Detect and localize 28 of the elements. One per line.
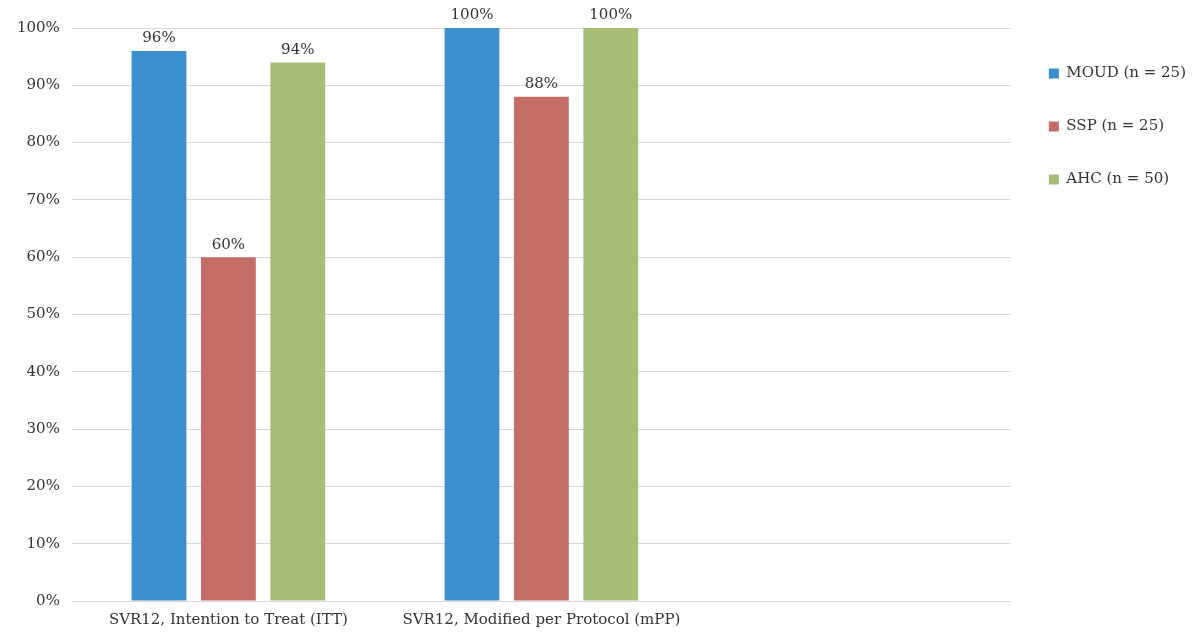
y-tick-label: 70%	[26, 189, 60, 208]
bar	[131, 50, 187, 601]
y-tick-label: 80%	[26, 132, 60, 151]
y-tick-label: 90%	[26, 75, 60, 94]
legend-label: MOUD (n = 25)	[1066, 63, 1187, 82]
y-tick-label: 100%	[16, 17, 60, 36]
y-tick-label: 20%	[26, 476, 60, 495]
bar	[444, 28, 500, 601]
bar	[513, 96, 569, 601]
data-label: 88%	[524, 74, 559, 93]
data-label: 94%	[281, 39, 315, 58]
legend-label: SSP (n = 25)	[1066, 116, 1165, 135]
y-tick-label: 10%	[26, 533, 60, 552]
y-tick-label: 60%	[26, 247, 60, 266]
data-label: 100%	[589, 5, 633, 24]
data-label: 60%	[211, 234, 246, 253]
data-label: 96%	[142, 28, 176, 47]
legend-label: AHC (n = 50)	[1065, 169, 1170, 188]
bar	[200, 257, 256, 601]
y-tick-label: 0%	[36, 590, 60, 609]
y-tick-label: 50%	[26, 304, 60, 323]
data-label: 100%	[450, 5, 494, 24]
y-tick-label: 30%	[26, 418, 60, 437]
x-tick-label: SVR12, Intention to Treat (ITT)	[108, 609, 348, 628]
bar	[270, 62, 326, 601]
y-tick-label: 40%	[26, 361, 60, 380]
bar	[583, 28, 639, 601]
x-tick-label: SVR12, Modified per Protocol (mPP)	[402, 609, 681, 628]
